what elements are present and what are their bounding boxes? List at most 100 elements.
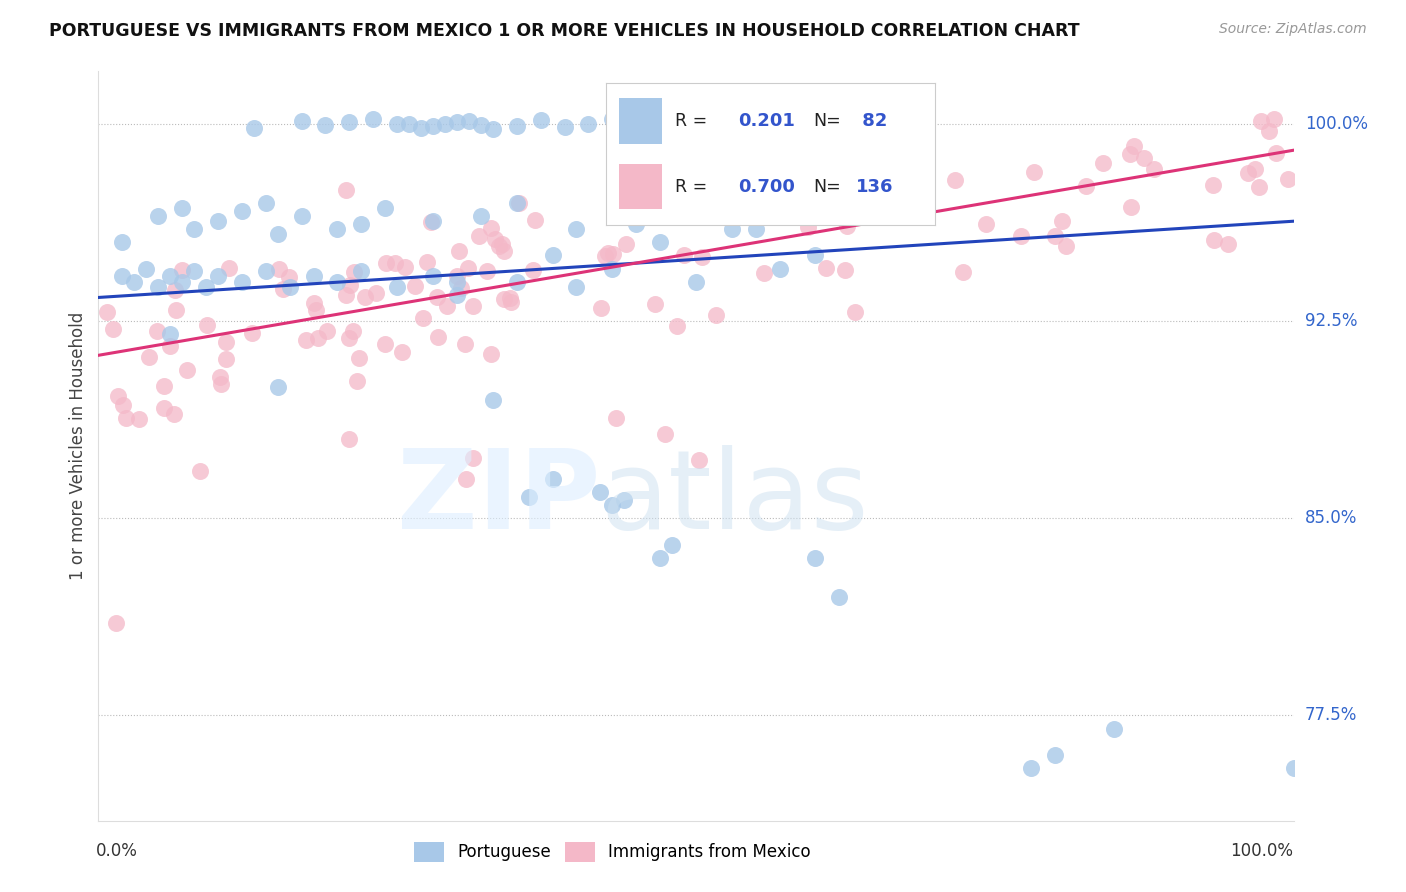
Point [172,275,194,289]
Point [685,275,707,289]
Point [128,412,150,426]
Point [436,299,458,313]
Point [375,256,398,270]
Point [666,199,689,213]
Point [517,490,540,504]
Point [165,303,187,318]
Point [1119,200,1142,214]
Point [1043,228,1066,243]
Point [96,304,118,318]
Point [477,264,499,278]
Point [834,263,856,277]
Point [1054,238,1077,252]
Point [105,616,128,631]
Point [101,322,124,336]
Point [302,296,325,310]
Point [269,261,291,276]
Point [506,195,529,210]
Point [412,310,434,325]
Point [454,337,477,351]
Text: 0.0%: 0.0% [96,842,138,860]
Point [326,222,349,236]
Point [849,156,872,170]
Point [363,112,385,126]
Point [470,209,492,223]
Point [952,265,974,279]
Point [215,335,238,350]
Point [673,248,696,262]
Point [267,380,290,394]
Point [394,260,416,274]
Point [844,304,866,318]
Point [231,203,253,218]
Point [215,351,238,366]
Point [856,156,879,170]
Point [1091,155,1114,169]
Point [461,299,484,313]
Point [589,301,612,315]
Point [461,450,484,465]
Point [346,374,368,388]
Point [148,280,170,294]
Point [159,269,181,284]
Point [804,248,827,262]
Point [484,232,506,246]
Point [111,235,134,250]
Point [350,217,373,231]
Text: PORTUGUESE VS IMMIGRANTS FROM MEXICO 1 OR MORE VEHICLES IN HOUSEHOLD CORRELATION: PORTUGUESE VS IMMIGRANTS FROM MEXICO 1 O… [49,22,1080,40]
Point [1282,761,1305,775]
Point [422,214,444,228]
Point [685,209,707,223]
Point [1202,178,1225,192]
Point [218,261,240,276]
Point [593,249,616,263]
Point [1216,236,1239,251]
Point [422,120,444,134]
Point [915,165,938,179]
Text: 77.5%: 77.5% [1305,706,1357,724]
Point [457,260,479,275]
Point [797,219,820,234]
Point [602,246,624,260]
Point [152,379,174,393]
Point [481,121,505,136]
Point [704,309,727,323]
Point [176,363,198,377]
Point [1143,162,1166,177]
Text: 100.0%: 100.0% [1305,115,1368,133]
Point [752,266,775,280]
Point [183,264,205,278]
Point [385,280,409,294]
Point [337,432,360,446]
Point [350,264,373,278]
Point [411,121,433,136]
Point [718,200,741,214]
Point [209,376,232,391]
Point [1249,180,1271,194]
Point [291,114,314,128]
Point [422,269,444,284]
Point [690,250,713,264]
Point [565,280,588,294]
Point [1052,214,1074,228]
Point [335,288,357,302]
Point [735,203,758,218]
Point [342,324,364,338]
Point [1076,179,1098,194]
Point [195,280,218,294]
Text: 100.0%: 100.0% [1230,842,1294,860]
Text: 92.5%: 92.5% [1305,312,1357,330]
Point [602,261,624,276]
Point [291,209,314,223]
Point [335,183,357,197]
Point [446,288,468,302]
Point [404,279,426,293]
Point [470,118,492,132]
Point [481,392,505,407]
Point [1204,233,1226,247]
Point [499,292,522,306]
Point [159,339,181,353]
Point [648,550,672,565]
Point [349,351,371,365]
Point [768,261,790,276]
